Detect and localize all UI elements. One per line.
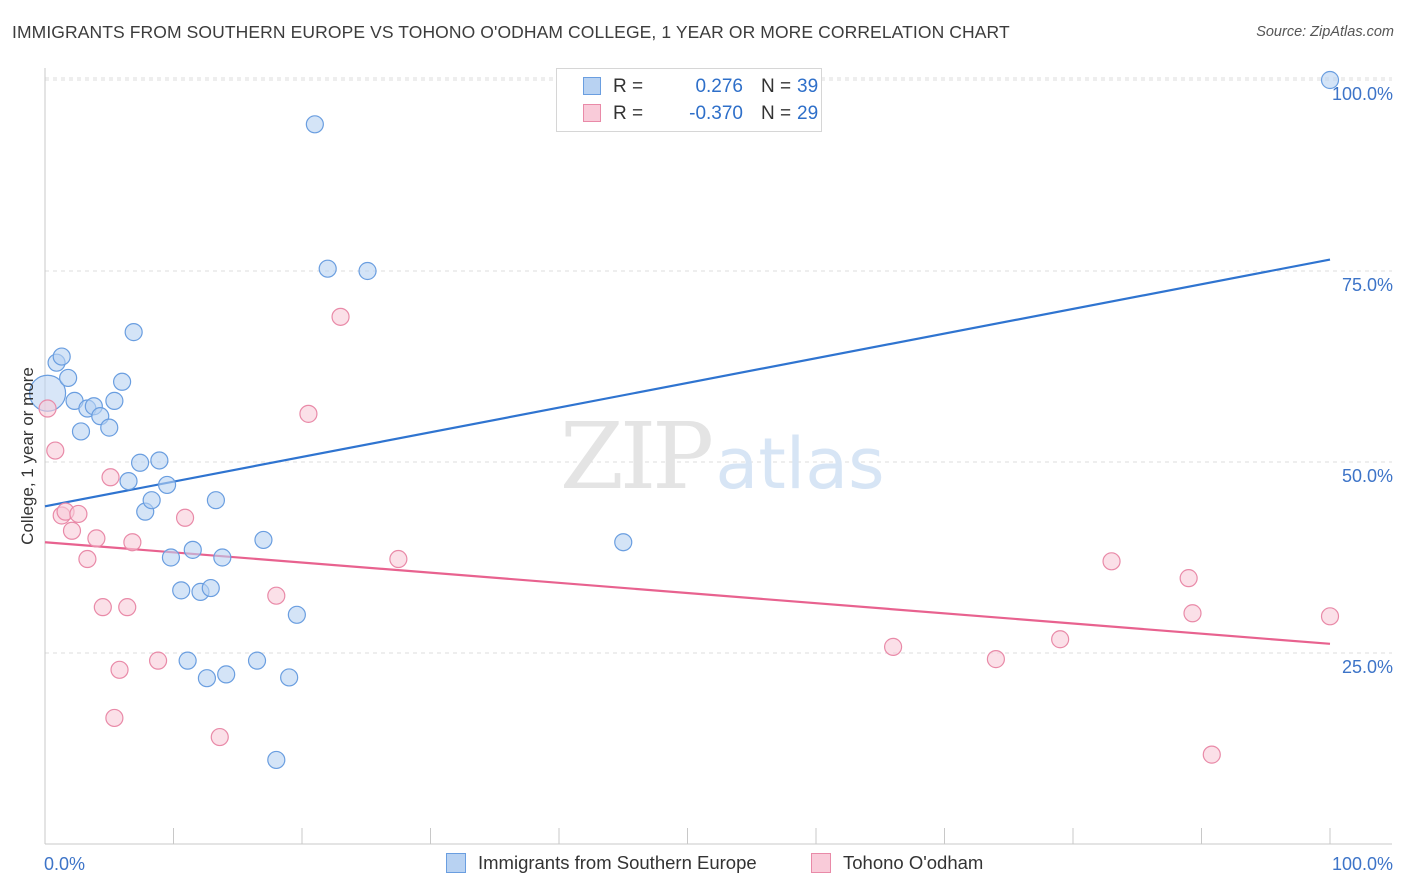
data-point-pink	[78, 549, 97, 569]
data-point-pink	[1183, 604, 1202, 623]
data-point-blue	[124, 323, 143, 342]
data-point-blue	[130, 453, 150, 472]
bottom-legend-swatch-blue	[446, 853, 466, 873]
data-point-pink	[62, 521, 82, 540]
data-point-blue	[201, 578, 220, 598]
data-point-pink	[986, 650, 1006, 669]
x-tick-label: 0.0%	[44, 854, 85, 874]
grid-layer	[45, 77, 1392, 654]
data-point-pink	[299, 404, 318, 423]
legend-r-value: 0.276	[695, 76, 743, 97]
bottom-legend-label: Tohono O'odham	[843, 852, 984, 873]
data-point-pink	[331, 307, 350, 326]
data-point-blue	[213, 548, 232, 567]
x-tick-label: 100.0%	[1332, 854, 1393, 874]
data-point-pink	[267, 586, 286, 605]
data-point-pink	[1320, 607, 1340, 626]
data-point-blue	[1320, 70, 1340, 90]
legend-n-label: N =	[761, 76, 792, 97]
data-point-pink	[148, 651, 168, 670]
data-point-blue	[183, 540, 202, 559]
tick-label-layer: 25.0% 50.0% 75.0% 100.0% 0.0% 100.0%	[44, 84, 1393, 874]
data-point-pink	[110, 660, 129, 679]
data-point-blue	[206, 491, 226, 510]
bottom-legend-label: Immigrants from Southern Europe	[478, 852, 757, 873]
data-point-blue	[172, 581, 191, 600]
data-point-blue	[100, 418, 119, 437]
trendline-blue	[44, 258, 1331, 508]
data-point-blue	[71, 422, 91, 441]
data-point-pink	[105, 708, 124, 728]
data-point-pink	[1051, 630, 1070, 649]
data-point-blue	[150, 451, 169, 470]
data-point-blue	[59, 368, 78, 388]
data-point-pink	[883, 637, 903, 656]
axis-layer	[44, 68, 1392, 845]
data-point-pink	[210, 727, 229, 747]
legend-r-label: R =	[613, 76, 644, 97]
data-point-pink	[101, 468, 120, 487]
data-point-pink	[175, 508, 195, 527]
data-point-pink	[38, 399, 57, 418]
watermark: ZIP atlas	[560, 403, 885, 510]
data-point-blue	[119, 472, 138, 491]
data-point-pink	[93, 598, 112, 617]
chart-title: IMMIGRANTS FROM SOUTHERN EUROPE VS TOHON…	[12, 22, 1010, 42]
data-point-pink	[87, 529, 106, 548]
data-point-blue	[112, 372, 132, 391]
data-point-pink	[46, 441, 65, 460]
data-point-blue	[197, 669, 217, 688]
data-point-blue	[614, 533, 633, 552]
points-layer	[28, 70, 1340, 770]
legend-swatch-blue	[583, 77, 601, 95]
y-axis-label: College, 1 year or more	[18, 367, 37, 545]
correlation-legend: R = 0.276 N = 39 R = -0.370 N = 29	[556, 68, 822, 132]
legend-swatch-pink	[583, 104, 601, 122]
watermark-zip: ZIP	[560, 403, 711, 510]
data-point-blue	[254, 530, 273, 550]
data-point-pink	[1179, 569, 1198, 588]
data-point-blue	[105, 391, 124, 410]
data-point-blue	[318, 259, 337, 278]
data-point-blue	[358, 261, 377, 281]
data-point-pink	[1102, 552, 1121, 571]
legend-r-value: -0.370	[689, 103, 743, 124]
data-point-blue	[142, 491, 161, 510]
data-point-pink	[1202, 745, 1221, 764]
data-point-blue	[267, 750, 286, 770]
source-label: Source: ZipAtlas.com	[1256, 24, 1394, 40]
data-point-pink	[69, 504, 88, 524]
data-point-pink	[389, 549, 408, 569]
data-point-blue	[280, 668, 299, 687]
legend-n-value: 39	[797, 76, 819, 97]
y-tick-label: 100.0%	[1332, 84, 1393, 104]
data-point-blue	[247, 651, 267, 670]
data-point-blue	[287, 605, 306, 624]
bottom-legend-swatch-pink	[811, 853, 831, 873]
trendline-pink	[44, 541, 1331, 645]
y-tick-label: 75.0%	[1342, 275, 1393, 295]
data-point-blue	[178, 651, 197, 670]
data-point-blue	[161, 548, 181, 567]
data-point-pink	[118, 598, 137, 617]
data-point-blue	[217, 665, 236, 684]
y-tick-label: 50.0%	[1342, 466, 1393, 486]
data-point-blue	[52, 347, 71, 366]
legend-n-label: N =	[761, 103, 792, 124]
y-tick-label: 25.0%	[1342, 657, 1393, 677]
trend-layer	[44, 258, 1331, 645]
data-point-blue	[305, 115, 324, 134]
legend-n-value: 29	[797, 103, 819, 124]
watermark-atlas: atlas	[715, 423, 884, 505]
data-point-blue	[157, 475, 177, 495]
legend-r-label: R =	[613, 103, 644, 124]
data-point-pink	[123, 533, 142, 552]
